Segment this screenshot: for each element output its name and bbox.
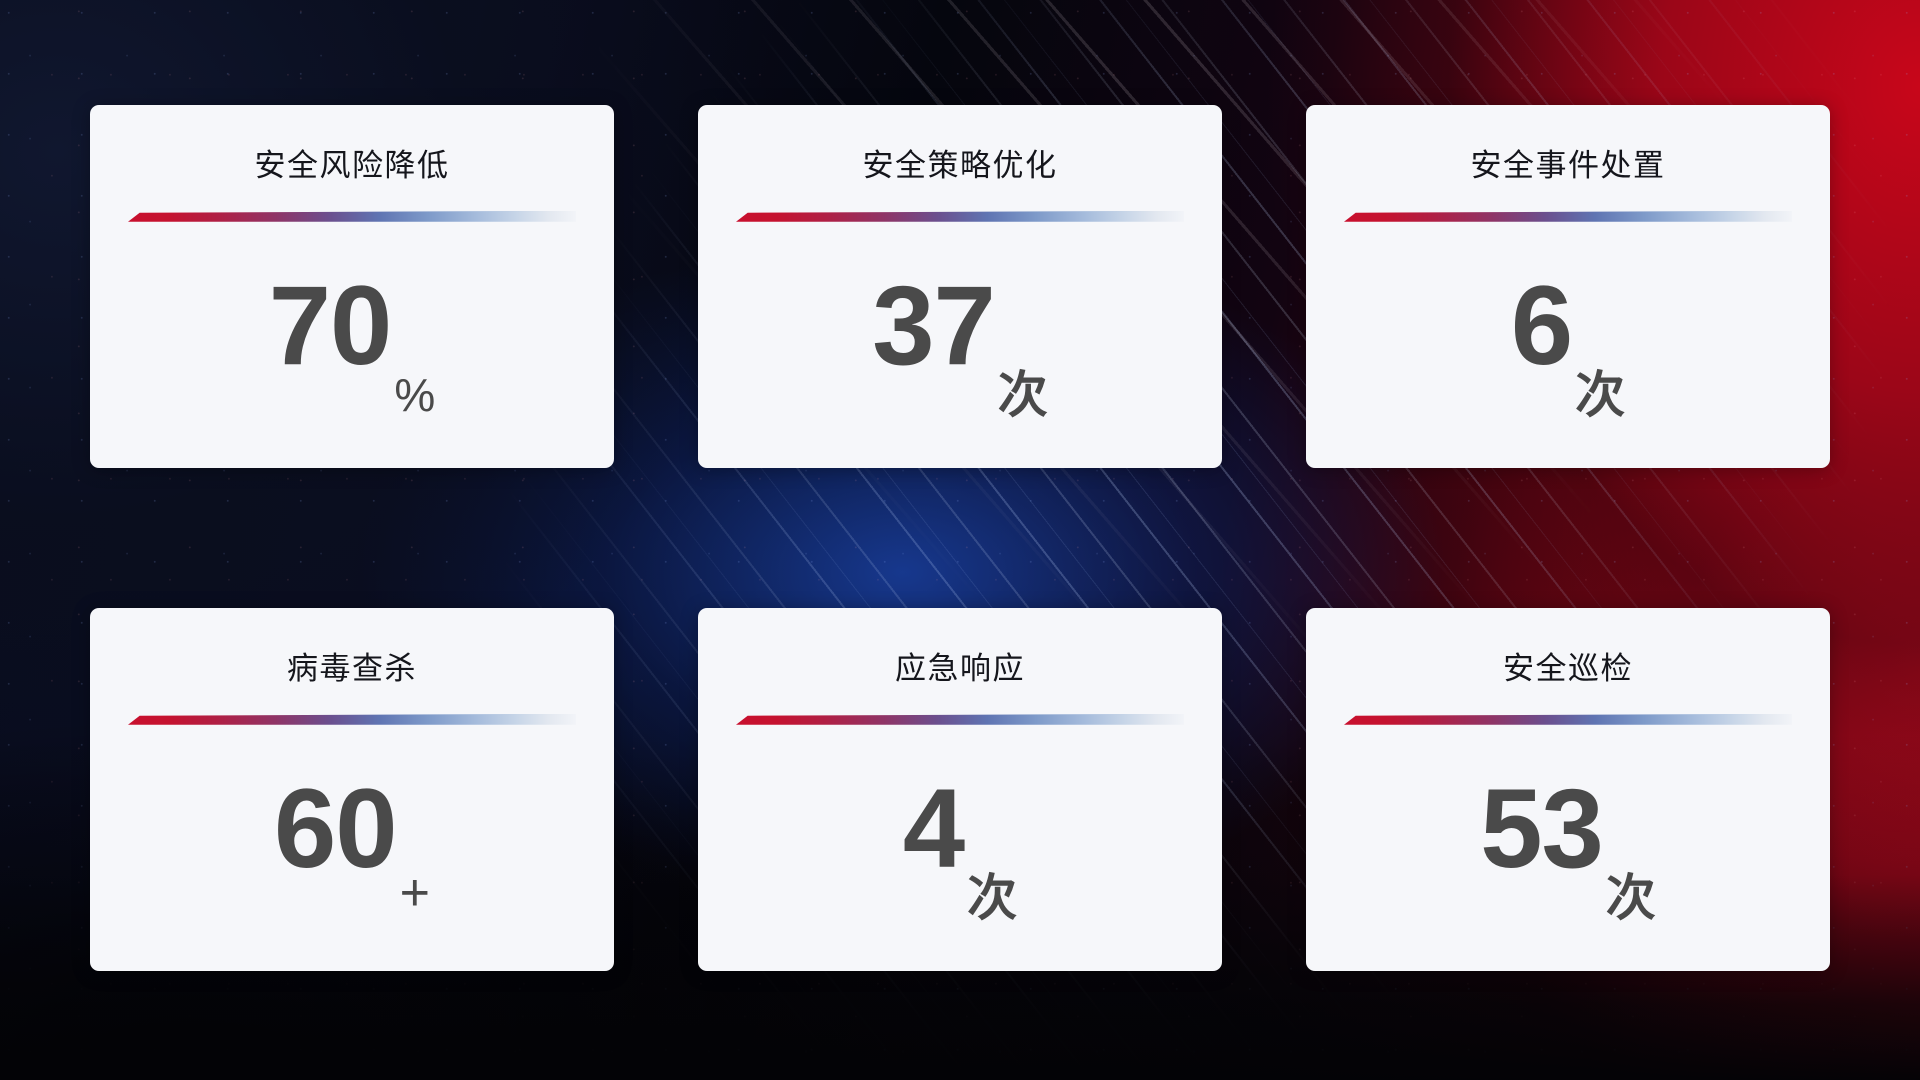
card-value: 60	[274, 766, 398, 892]
card-divider-wrap	[736, 713, 1184, 725]
gradient-divider-icon	[128, 713, 576, 725]
metric-card-5[interactable]: 应急响应 4 次	[698, 608, 1222, 971]
card-value-suffix: 次	[967, 870, 1018, 926]
card-value-suffix: 次	[1575, 367, 1626, 423]
card-value-row: 4 次	[736, 725, 1184, 971]
card-divider-wrap	[1344, 713, 1792, 725]
card-value-row: 53 次	[1344, 725, 1792, 971]
metric-card-6[interactable]: 安全巡检 53 次	[1306, 608, 1830, 971]
card-divider-wrap	[128, 210, 576, 222]
metric-card-2[interactable]: 安全策略优化 37 次	[698, 105, 1222, 468]
gradient-divider-icon	[1344, 713, 1792, 725]
card-value: 53	[1480, 766, 1604, 892]
metric-card-3[interactable]: 安全事件处置 6 次	[1306, 105, 1830, 468]
card-divider-wrap	[736, 210, 1184, 222]
card-title: 安全风险降低	[254, 148, 450, 183]
gradient-divider-icon	[736, 210, 1184, 222]
card-title: 安全巡检	[1503, 651, 1633, 686]
card-value-suffix: %	[394, 369, 436, 421]
metric-card-4[interactable]: 病毒查杀 60 +	[90, 608, 614, 971]
gradient-divider-icon	[1344, 210, 1792, 222]
card-divider-wrap	[128, 713, 576, 725]
gradient-divider-icon	[128, 210, 576, 222]
card-value-row: 37 次	[736, 222, 1184, 468]
card-title: 安全事件处置	[1470, 148, 1666, 183]
card-title: 应急响应	[895, 651, 1025, 686]
card-value: 6	[1510, 263, 1573, 389]
card-value-suffix: 次	[997, 367, 1048, 423]
card-value-row: 70 %	[128, 222, 576, 468]
card-value-row: 6 次	[1344, 222, 1792, 468]
card-title: 病毒查杀	[287, 651, 417, 686]
metric-card-grid: 安全风险降低 70 % 安全策略优化 37 次 安全事件处置 6 次 病毒查杀	[90, 105, 1830, 975]
card-title: 安全策略优化	[862, 148, 1058, 183]
card-value: 70	[268, 263, 393, 389]
card-value: 4	[902, 766, 965, 892]
card-value: 37	[872, 263, 996, 389]
card-divider-wrap	[1344, 210, 1792, 222]
metric-card-1[interactable]: 安全风险降低 70 %	[90, 105, 614, 468]
card-value-suffix: +	[399, 864, 430, 922]
card-value-row: 60 +	[128, 725, 576, 971]
gradient-divider-icon	[736, 713, 1184, 725]
card-value-suffix: 次	[1605, 870, 1656, 926]
